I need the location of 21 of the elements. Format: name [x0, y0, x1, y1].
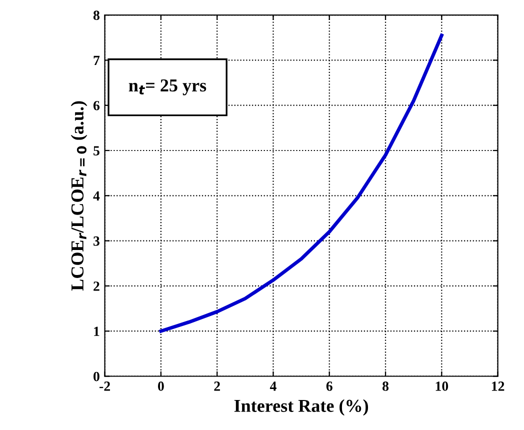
x-tick-label: 4	[270, 382, 276, 391]
x-tick-label: 0	[158, 382, 164, 391]
y-tick-label: 2	[94, 282, 100, 291]
y-tick-label: 3	[94, 236, 100, 246]
y-tick-label: 4	[93, 191, 100, 200]
y-tick-label: 5	[94, 146, 100, 156]
x-tick-label: 2	[214, 382, 220, 391]
y-tick-label: 8	[93, 10, 100, 20]
x-tick-label: 8	[382, 382, 389, 391]
x-tick-label: 12	[492, 382, 504, 391]
x-tick-label: -2	[100, 382, 110, 391]
x-axis-title: Interest Rate (%)	[234, 399, 368, 416]
x-tick-label: 10	[436, 382, 448, 391]
x-tick-label: 6	[326, 382, 332, 391]
annotation: n$_{t}$= 25 yrs	[128, 79, 206, 96]
y-tick-label: 0	[94, 372, 100, 382]
y-tick-label: 7	[94, 56, 100, 66]
y-axis-title: LCOE$_{r}$/LCOE$_{r=0}$ (a.u.)	[70, 101, 88, 291]
line-series	[159, 34, 444, 333]
y-tick-label: 1	[94, 326, 100, 336]
y-tick-label: 6	[93, 100, 100, 110]
